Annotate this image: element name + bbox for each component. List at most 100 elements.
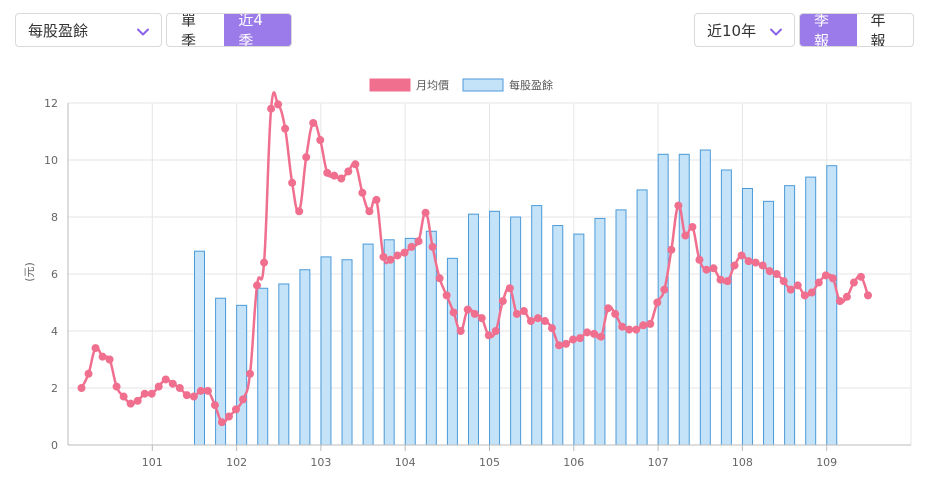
yearly-button[interactable]: 年報 bbox=[870, 13, 886, 47]
price-point bbox=[519, 307, 528, 316]
price-point bbox=[611, 309, 620, 318]
eps-bar bbox=[784, 185, 796, 446]
eps-bar bbox=[383, 239, 395, 446]
price-point bbox=[765, 267, 774, 276]
price-point bbox=[569, 335, 578, 344]
price-point bbox=[737, 251, 746, 260]
price-point bbox=[161, 375, 170, 384]
price-point bbox=[786, 285, 795, 294]
eps-bar bbox=[678, 153, 690, 446]
price-point bbox=[260, 258, 269, 267]
eps-bar bbox=[278, 283, 290, 446]
price-line bbox=[77, 91, 872, 427]
price-point bbox=[393, 251, 402, 260]
x-tick-label: 103 bbox=[310, 456, 331, 469]
price-point bbox=[463, 305, 472, 314]
price-point bbox=[295, 207, 304, 216]
quarterly-button[interactable]: 季報 bbox=[800, 14, 857, 46]
eps-bar bbox=[510, 216, 522, 446]
price-point bbox=[744, 257, 753, 266]
price-point bbox=[646, 319, 655, 328]
price-point bbox=[576, 334, 585, 343]
price-point bbox=[491, 327, 500, 335]
price-point bbox=[526, 317, 535, 326]
legend-label-eps: 每股盈餘 bbox=[509, 78, 553, 92]
x-tick-label: 106 bbox=[563, 456, 584, 469]
price-point bbox=[730, 261, 739, 270]
chevron-down-icon bbox=[770, 24, 782, 36]
y-tick-label: 0 bbox=[51, 439, 58, 452]
price-point bbox=[309, 118, 318, 127]
range-select-value: 近10年 bbox=[707, 21, 757, 40]
price-point bbox=[407, 242, 416, 251]
eps-bar bbox=[741, 188, 753, 446]
price-point bbox=[632, 325, 641, 334]
price-point bbox=[112, 382, 121, 391]
price-point bbox=[814, 278, 823, 287]
price-point bbox=[210, 401, 219, 410]
eps-bar bbox=[531, 205, 543, 446]
eps-bar bbox=[805, 176, 817, 446]
eps-bar bbox=[699, 149, 711, 446]
price-point bbox=[196, 386, 205, 395]
eps-bars bbox=[194, 149, 838, 446]
price-point bbox=[358, 188, 367, 197]
x-tick-label: 109 bbox=[816, 456, 837, 469]
price-point bbox=[758, 261, 767, 270]
price-point bbox=[182, 391, 191, 400]
eps-bar bbox=[467, 213, 479, 446]
price-point bbox=[344, 167, 353, 176]
price-point bbox=[323, 168, 332, 177]
last-four-quarters-button[interactable]: 近4季 bbox=[224, 14, 291, 46]
y-tick-label: 6 bbox=[51, 268, 58, 281]
metric-select-value: 每股盈餘 bbox=[28, 21, 89, 40]
eps-bar bbox=[257, 287, 269, 446]
price-point bbox=[512, 309, 521, 318]
price-point bbox=[800, 291, 809, 300]
price-point bbox=[189, 392, 198, 401]
x-tick-label: 104 bbox=[395, 456, 416, 469]
price-point bbox=[91, 344, 100, 353]
price-point bbox=[716, 275, 725, 284]
price-point bbox=[533, 314, 542, 323]
eps-bar bbox=[299, 269, 311, 446]
price-point bbox=[288, 178, 297, 187]
price-point bbox=[863, 291, 872, 300]
range-select[interactable]: 近10年 bbox=[694, 13, 795, 47]
x-tick-label: 107 bbox=[648, 456, 669, 469]
price-point bbox=[449, 308, 458, 317]
price-point bbox=[105, 355, 114, 364]
price-point bbox=[695, 255, 704, 264]
price-point bbox=[274, 100, 283, 109]
price-point bbox=[667, 245, 676, 254]
price-point bbox=[639, 321, 648, 330]
eps-bar bbox=[362, 243, 374, 446]
price-point bbox=[653, 298, 662, 307]
price-point bbox=[302, 153, 311, 162]
price-point bbox=[477, 314, 486, 323]
x-tick-label: 105 bbox=[479, 456, 500, 469]
price-point bbox=[723, 277, 732, 286]
single-quarter-button[interactable]: 單季 bbox=[181, 13, 197, 47]
x-tick-label: 108 bbox=[732, 456, 753, 469]
price-point bbox=[140, 389, 149, 398]
eps-bar bbox=[404, 237, 416, 446]
metric-select[interactable]: 每股盈餘 bbox=[15, 13, 162, 47]
price-point bbox=[751, 258, 760, 267]
price-point bbox=[203, 386, 212, 395]
y-tick-label: 4 bbox=[51, 325, 58, 338]
frequency-toggle: 季報 年報 bbox=[799, 13, 914, 47]
legend-swatch-price bbox=[369, 78, 411, 92]
eps-bar bbox=[446, 257, 458, 446]
price-point bbox=[175, 384, 184, 392]
price-point bbox=[231, 405, 240, 414]
x-tick-label: 102 bbox=[226, 456, 247, 469]
eps-bar bbox=[194, 250, 206, 446]
price-point bbox=[793, 281, 802, 290]
price-point bbox=[267, 104, 276, 113]
price-point bbox=[842, 292, 851, 301]
price-point bbox=[660, 285, 669, 294]
eps-bar bbox=[763, 200, 775, 446]
price-point bbox=[828, 274, 837, 283]
